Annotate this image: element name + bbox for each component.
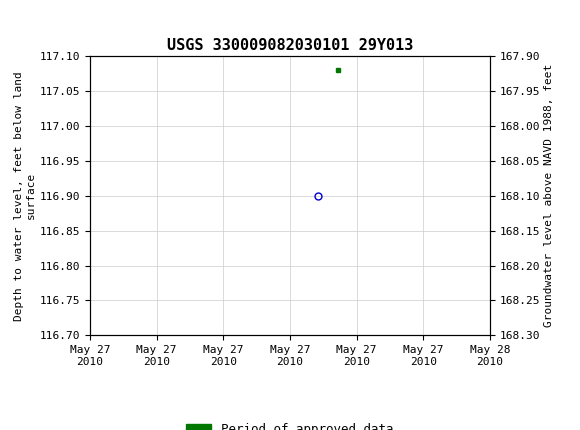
Y-axis label: Depth to water level, feet below land
surface: Depth to water level, feet below land su… (14, 71, 35, 320)
Text: ▒USGS: ▒USGS (9, 9, 63, 30)
Y-axis label: Groundwater level above NAVD 1988, feet: Groundwater level above NAVD 1988, feet (545, 64, 554, 327)
Legend: Period of approved data: Period of approved data (181, 418, 399, 430)
Text: USGS 330009082030101 29Y013: USGS 330009082030101 29Y013 (167, 38, 413, 52)
